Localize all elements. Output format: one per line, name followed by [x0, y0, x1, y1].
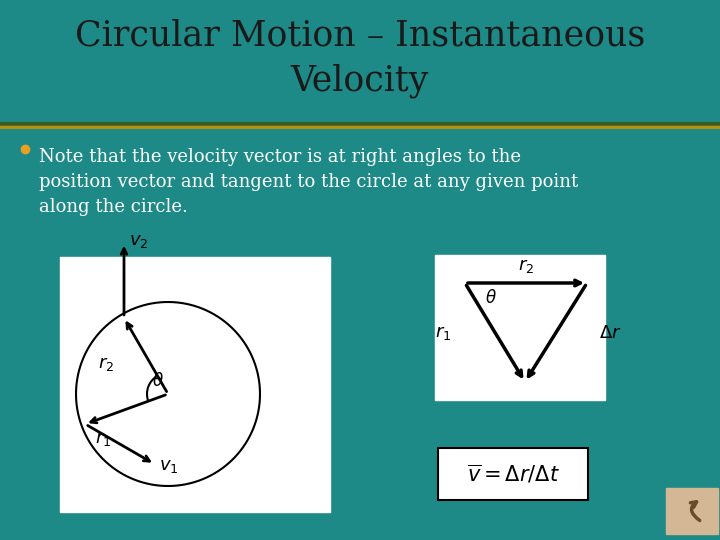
Text: $\overline{v} = \Delta r/\Delta t$: $\overline{v} = \Delta r/\Delta t$ [467, 463, 559, 485]
Text: $\theta$: $\theta$ [152, 372, 164, 390]
Text: $v_2$: $v_2$ [129, 232, 148, 250]
Text: $r_2$: $r_2$ [518, 257, 534, 275]
FancyBboxPatch shape [60, 257, 330, 512]
Text: Circular Motion – Instantaneous
Velocity: Circular Motion – Instantaneous Velocity [75, 19, 645, 98]
FancyBboxPatch shape [438, 448, 588, 500]
Text: Note that the velocity vector is at right angles to the
position vector and tang: Note that the velocity vector is at righ… [39, 147, 578, 215]
Text: $r_2$: $r_2$ [98, 355, 114, 373]
Text: $\Delta r$: $\Delta r$ [599, 323, 621, 341]
Text: $\theta$: $\theta$ [485, 289, 497, 307]
Text: $v_1$: $v_1$ [158, 457, 178, 475]
Text: $r_1$: $r_1$ [95, 430, 111, 448]
FancyBboxPatch shape [435, 255, 605, 400]
Text: $r_1$: $r_1$ [435, 323, 451, 341]
FancyBboxPatch shape [666, 488, 718, 534]
